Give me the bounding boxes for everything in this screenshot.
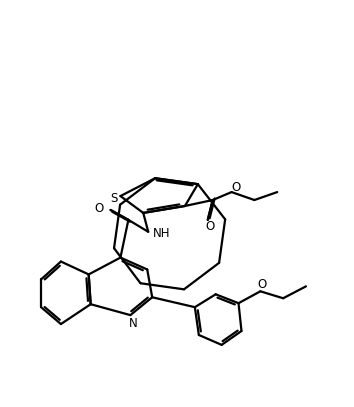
Text: O: O bbox=[231, 181, 240, 194]
Text: O: O bbox=[94, 202, 104, 215]
Text: O: O bbox=[205, 220, 215, 233]
Text: S: S bbox=[110, 192, 117, 205]
Text: NH: NH bbox=[153, 227, 171, 240]
Text: N: N bbox=[129, 317, 138, 330]
Text: O: O bbox=[258, 278, 267, 291]
